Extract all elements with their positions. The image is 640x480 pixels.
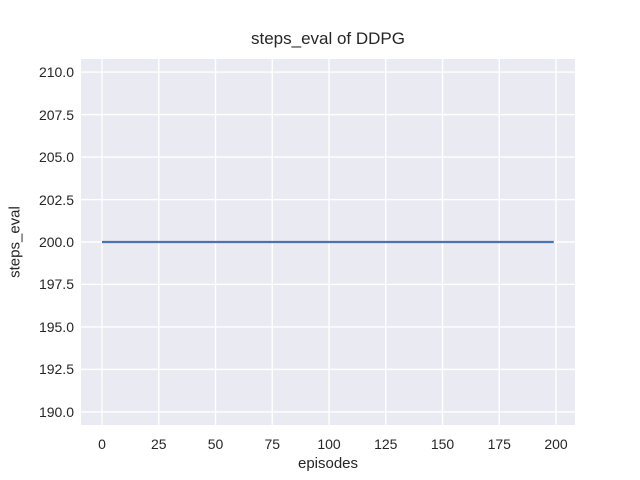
x-tick-label: 100 [317,436,341,452]
x-tick-label: 0 [98,436,106,452]
chart-title: steps_eval of DDPG [250,29,405,48]
y-tick-label: 200.0 [38,234,74,250]
x-axis-label: episodes [297,455,359,472]
y-tick-label: 192.5 [38,361,74,378]
x-tick-label: 200 [544,436,568,452]
y-tick-label: 190.0 [38,403,74,420]
y-axis-label: steps_eval [6,206,24,278]
x-tick-label: 150 [430,436,455,452]
y-tick-label: 202.5 [38,191,74,208]
plot-area [81,59,575,425]
x-tick-label: 25 [150,436,167,452]
plot-svg [81,59,575,425]
x-tick-label: 50 [207,436,224,452]
x-tick-label: 175 [487,436,511,452]
y-tick-label: 210.0 [38,64,74,81]
x-tick-label: 125 [374,436,398,452]
y-tick-label: 197.5 [38,276,74,293]
y-tick-label: 195.0 [38,318,74,335]
x-tick-label: 75 [264,436,281,452]
y-tick-label: 207.5 [38,106,74,123]
y-tick-label: 205.0 [38,149,74,166]
